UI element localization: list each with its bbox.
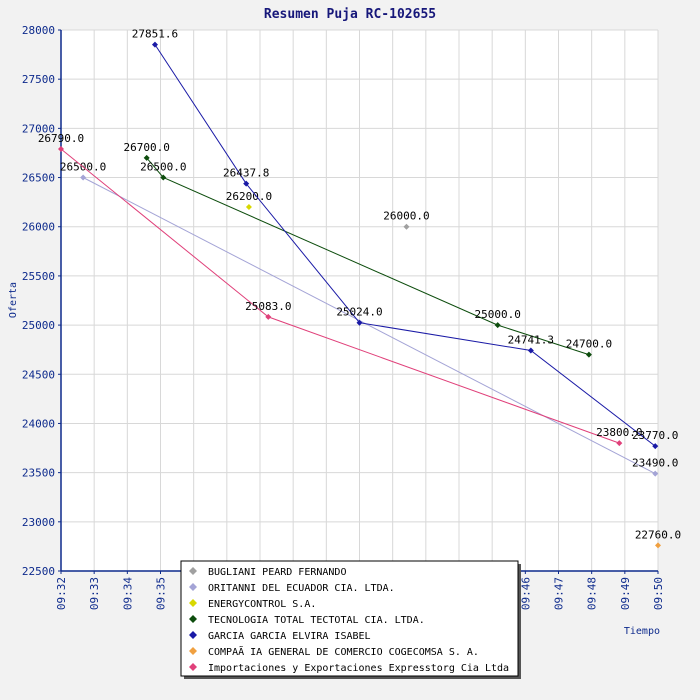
legend-marker [189,647,197,655]
data-point [356,319,363,326]
legend-label: BUGLIANI PEARD FERNANDO [208,567,346,578]
y-tick-label: 24500 [22,368,55,381]
data-label: 26500.0 [140,161,186,174]
data-point [403,223,410,230]
series-line [146,157,590,356]
series-2: 26200.0 [226,190,272,211]
data-point [652,470,659,477]
data-label: 24741.3 [508,334,554,347]
legend-label: ENERGYCONTROL S.A. [208,599,316,610]
x-tick-label: 09:47 [553,577,566,610]
y-tick-label: 25000 [22,319,55,332]
x-tick-label: 09:48 [586,577,599,610]
legend-label: COMPAÃ IA GENERAL DE COMERCIO COGECOMSA … [208,645,479,658]
data-point [58,146,64,153]
x-tick-label: 09:49 [619,577,632,610]
y-tick-label: 27500 [22,73,55,86]
y-axis-label: Oferta [8,282,19,318]
x-tick-label: 09:33 [88,577,101,610]
series-5: 22760.0 [635,528,681,549]
y-tick-label: 22500 [22,565,55,578]
data-label: 25083.0 [245,300,291,313]
data-point [80,174,87,181]
legend-box [180,560,519,677]
data-label: 26200.0 [226,190,272,203]
data-point [494,322,501,329]
data-label: 23770.0 [632,429,678,442]
data-label: 26437.8 [223,167,269,180]
legend-label: GARCIA GARCIA ELVIRA ISABEL [208,631,371,642]
series-0: 26000.0 [383,210,430,230]
y-tick-label: 26000 [22,221,55,234]
x-tick-label: 09:32 [55,577,68,610]
y-tick-label: 23500 [22,467,55,480]
data-point [265,313,272,320]
data-point [245,204,252,211]
data-label: 22760.0 [635,528,681,541]
y-tick-label: 28000 [22,24,55,37]
legend-marker [189,615,197,623]
x-tick-label: 09:50 [652,577,665,610]
data-label: 26700.0 [124,141,170,154]
chart-title: Resumen Puja RC-102655 [264,7,436,22]
x-tick-label: 09:46 [519,577,532,610]
data-label: 24700.0 [566,338,612,351]
x-tick-label: 09:35 [155,577,168,610]
legend-label: Importaciones y Exportaciones Expresstor… [208,663,509,674]
series-line [82,177,656,475]
series-4: 27851.6 26437.8 25024.0 24741.3 23770.0 [132,28,678,450]
data-label: 23800.0 [596,426,642,439]
y-axis-ticks: 22500 23000 23500 24000 24500 25000 25500 26000… [22,24,61,578]
data-point [585,351,592,358]
series-3: 26700.0 26500.0 25000.0 24700.0 [124,141,612,358]
data-label: 25024.0 [336,306,382,319]
y-tick-label: 27000 [22,122,55,135]
y-tick-label: 23000 [22,516,55,529]
data-point [655,542,661,549]
data-point [652,443,659,450]
data-point [143,154,150,161]
data-point [151,41,158,48]
legend-label: ORITANNI DEL ECUADOR CIA. LTDA. [208,583,395,594]
data-label: 26000.0 [383,210,429,223]
legend-marker [189,663,197,671]
data-point [527,347,534,354]
x-axis-label: Tiempo [624,626,660,637]
data-label: 27851.6 [132,28,178,41]
data-label: 23490.0 [632,457,678,470]
series-6: 26790.0 25083.0 23800.0 [38,132,642,447]
legend-label: TECNOLOGIA TOTAL TECTOTAL CIA. LTDA. [208,615,425,626]
y-tick-label: 26500 [22,172,55,185]
data-label: 25000.0 [475,308,521,321]
data-point [160,174,167,181]
legend-marker [189,583,197,591]
y-tick-label: 24000 [22,417,55,430]
legend: BUGLIANI PEARD FERNANDO ORITANNI DEL ECUA… [180,560,521,679]
data-label: 26790.0 [38,132,84,145]
data-point [616,440,623,447]
legend-marker [189,599,197,607]
legend-marker [189,567,197,575]
y-tick-label: 25500 [22,270,55,283]
legend-marker [189,631,197,639]
x-tick-label: 09:34 [121,577,134,610]
data-point [243,180,250,187]
